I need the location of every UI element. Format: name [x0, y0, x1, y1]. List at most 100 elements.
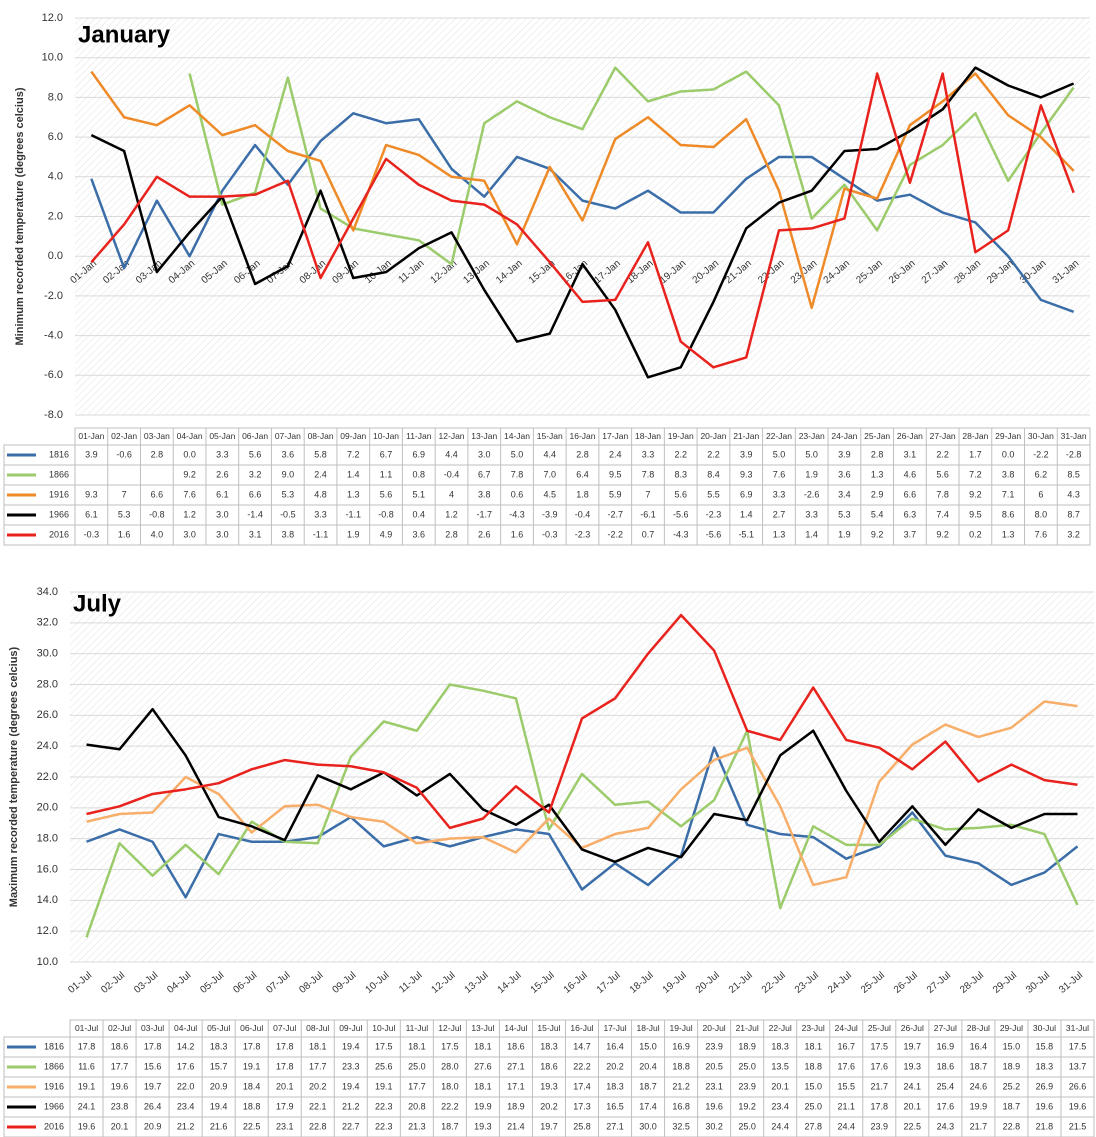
table-cell: 26.4 [144, 1101, 162, 1111]
table-cell: 0.6 [511, 489, 524, 499]
table-cell: 4.8 [314, 489, 327, 499]
table-cell: 24.3 [937, 1121, 955, 1131]
table-cell: 7.2 [347, 449, 360, 459]
table-cell: 18.1 [804, 1041, 822, 1051]
table-cell: 2.9 [871, 489, 884, 499]
table-cell: -0.4 [575, 509, 591, 519]
table-cell: 17.6 [837, 1061, 855, 1071]
x-tick-label: 21-Jul [727, 970, 755, 996]
table-cell: 8.4 [707, 469, 720, 479]
table-header-cell: 13-Jul [471, 1023, 494, 1033]
table-cell: 2.6 [216, 469, 229, 479]
table-cell: -2.3 [706, 509, 722, 519]
y-tick-label: -2.0 [44, 290, 63, 302]
table-cell: -0.6 [116, 449, 132, 459]
x-tick-label: 30-Jul [1024, 970, 1052, 996]
table-cell: 22.1 [309, 1101, 327, 1111]
x-tick-label: 09-Jul [330, 970, 358, 996]
table-cell: 13.7 [1069, 1061, 1087, 1071]
y-tick-label: 32.0 [37, 617, 58, 629]
table-cell: 18.3 [606, 1081, 624, 1091]
table-cell: -0.3 [542, 529, 558, 539]
y-tick-label: 34.0 [37, 586, 58, 598]
table-cell: 18.7 [970, 1061, 988, 1071]
table-cell: 28.0 [441, 1061, 459, 1071]
table-cell: 19.3 [904, 1061, 922, 1071]
table-header-cell: 20-Jul [703, 1023, 726, 1033]
table-cell: 9.2 [183, 469, 196, 479]
table-cell: 5.6 [936, 469, 949, 479]
table-cell: 15.0 [804, 1081, 822, 1091]
table-cell: 16.9 [672, 1041, 690, 1051]
table-cell: 4.5 [544, 489, 557, 499]
table-cell: 24.4 [771, 1121, 789, 1131]
table-cell: 6 [1038, 489, 1043, 499]
table-cell: 22.8 [1003, 1121, 1021, 1131]
series-line [86, 613, 1078, 830]
table-cell: 18.9 [738, 1041, 756, 1051]
table-cell: 7 [122, 489, 127, 499]
x-tick-label: 16-Jul [562, 970, 590, 996]
table-header-cell: 08-Jan [308, 431, 334, 441]
table-header-cell: 21-Jan [733, 431, 759, 441]
y-axis-title: Maximum recorded temperature (degrees ce… [8, 646, 20, 907]
table-cell: 17.6 [937, 1101, 955, 1111]
table-header-cell: 24-Jul [835, 1023, 858, 1033]
table-cell: 4.0 [151, 529, 164, 539]
table-cell: 2.4 [609, 449, 622, 459]
table-cell: 18.1 [309, 1041, 327, 1051]
table-cell: 23.8 [111, 1101, 129, 1111]
table-cell: -2.2 [1033, 449, 1049, 459]
table-cell: 18.8 [243, 1101, 261, 1111]
table-cell: -1.7 [477, 509, 493, 519]
table-cell: 23.9 [705, 1041, 723, 1051]
table-cell: -0.8 [149, 509, 165, 519]
table-cell: 19.3 [474, 1121, 492, 1131]
x-tick-label: 01-Jul [66, 970, 94, 996]
table-header-cell: 29-Jan [995, 431, 1021, 441]
table-header-cell: 04-Jul [174, 1023, 197, 1033]
table-cell: 18.8 [672, 1061, 690, 1071]
legend-label: 1816 [49, 449, 69, 459]
table-cell: 24.1 [904, 1081, 922, 1091]
chart-title: January [78, 21, 171, 48]
table-cell: 18.1 [408, 1041, 426, 1051]
y-tick-label: 16.0 [37, 863, 58, 875]
table-cell: 20.4 [639, 1061, 657, 1071]
table-cell: 4.9 [380, 529, 393, 539]
table-cell: 3.3 [805, 509, 818, 519]
table-cell: -5.1 [738, 529, 754, 539]
table-cell: 24.4 [837, 1121, 855, 1131]
table-cell: 17.8 [276, 1061, 294, 1071]
table-cell: 23.4 [771, 1101, 789, 1111]
table-cell: 5.4 [871, 509, 884, 519]
legend-label: 1866 [44, 1061, 64, 1071]
table-cell: 1.9 [805, 469, 818, 479]
table-cell: 18.3 [1036, 1061, 1054, 1071]
table-cell: 20.8 [408, 1101, 426, 1111]
table-cell: 17.4 [573, 1081, 591, 1091]
table-cell: 9.2 [969, 489, 982, 499]
table-cell: 25.0 [408, 1061, 426, 1071]
table-cell: 17.7 [309, 1061, 327, 1071]
table-cell: 20.9 [210, 1081, 228, 1091]
x-tick-label: 10-Jul [363, 970, 391, 996]
table-cell: 16.7 [837, 1041, 855, 1051]
table-header-cell: 31-Jul [1066, 1023, 1089, 1033]
table-cell: 8.7 [1067, 509, 1080, 519]
table-cell: 15.5 [837, 1081, 855, 1091]
table-cell: 14.2 [177, 1041, 195, 1051]
x-tick-label: 20-Jul [694, 970, 722, 996]
series-line [85, 683, 1079, 938]
table-cell: 9.3 [740, 469, 753, 479]
table-cell: 20.2 [309, 1081, 327, 1091]
table-cell: 17.8 [276, 1041, 294, 1051]
table-header-cell: 07-Jul [273, 1023, 296, 1033]
table-cell: 21.1 [837, 1101, 855, 1111]
table-cell: 2.8 [871, 449, 884, 459]
table-cell: 3.3 [216, 449, 229, 459]
table-header-cell: 12-Jul [438, 1023, 461, 1033]
table-cell: 20.5 [705, 1061, 723, 1071]
table-header-cell: 27-Jul [934, 1023, 957, 1033]
